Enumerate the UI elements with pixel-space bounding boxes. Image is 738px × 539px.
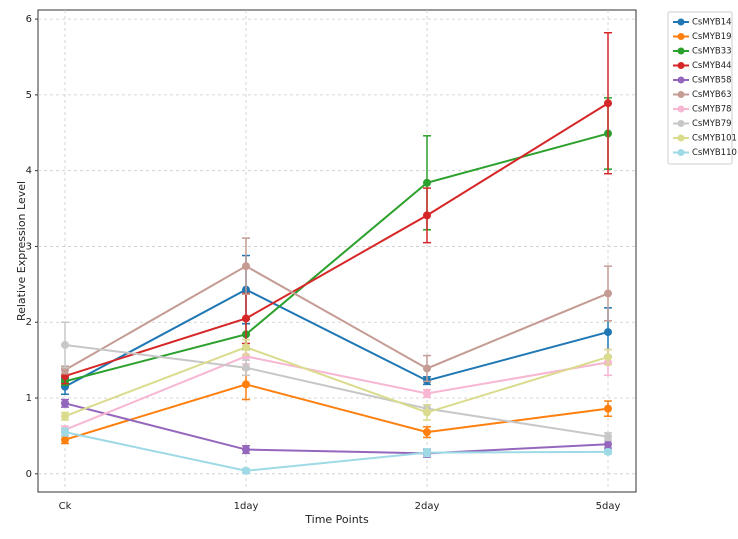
data-point (242, 262, 250, 271)
data-point (242, 466, 250, 475)
data-point (604, 432, 612, 441)
x-tick-label: 2day (415, 501, 440, 512)
y-tick-label: 2 (26, 317, 32, 328)
series-line (64, 102, 609, 377)
data-point (423, 389, 431, 398)
legend-marker (677, 120, 685, 127)
series-line (64, 355, 609, 431)
legend-label: CsMYB33 (692, 47, 732, 57)
legend-marker (677, 91, 685, 98)
data-point (242, 314, 250, 323)
legend-marker (677, 18, 685, 26)
x-tick-label: 5day (596, 501, 621, 512)
data-point (604, 440, 612, 449)
data-point (604, 289, 612, 298)
data-point (423, 448, 431, 457)
legend-marker (677, 134, 685, 142)
plot-frame (37, 9, 637, 493)
series-line (64, 431, 609, 472)
data-point (61, 435, 69, 444)
data-point (242, 445, 250, 454)
data-point (61, 399, 69, 408)
legend-marker (677, 33, 685, 40)
data-point (423, 428, 431, 437)
legend-label: CsMYB101 (692, 134, 737, 144)
data-point (423, 364, 431, 373)
legend-marker (677, 105, 685, 113)
data-point (61, 412, 69, 421)
legend-label: CsMYB110 (692, 148, 737, 158)
data-point (604, 353, 612, 362)
data-point (61, 340, 69, 349)
x-tick-label: Ck (59, 501, 72, 512)
data-point (423, 408, 431, 417)
y-tick-label: 4 (26, 166, 32, 177)
legend-marker (677, 76, 685, 84)
y-tick-label: 5 (26, 90, 32, 101)
legend-label: CsMYB79 (692, 119, 732, 129)
series-line (64, 383, 609, 441)
series-line (64, 346, 609, 418)
series-line (64, 265, 609, 371)
legend-marker (677, 149, 685, 156)
y-tick-label: 0 (26, 469, 32, 480)
legend-label: CsMYB58 (692, 76, 732, 86)
x-tick-label: 1day (234, 501, 259, 512)
series-line (64, 288, 609, 388)
legend-marker (677, 62, 685, 69)
series-line (64, 343, 609, 438)
y-axis-label: Relative Expression Level (15, 181, 28, 321)
legend-label: CsMYB14 (692, 18, 732, 28)
legend-marker (677, 47, 685, 55)
data-point (242, 363, 250, 372)
y-tick-label: 1 (26, 393, 32, 404)
data-point (604, 99, 612, 108)
data-point (604, 328, 612, 337)
data-point (61, 428, 69, 437)
legend-label: CsMYB78 (692, 105, 732, 115)
data-point (423, 211, 431, 220)
y-tick-label: 3 (26, 241, 32, 252)
x-axis-label: Time Points (304, 513, 369, 526)
series-line (64, 402, 609, 455)
data-point (604, 447, 612, 456)
data-point (423, 178, 431, 187)
data-point (242, 380, 250, 389)
legend-label: CsMYB44 (692, 61, 732, 71)
y-tick-label: 6 (26, 14, 32, 25)
legend-label: CsMYB63 (692, 90, 732, 100)
data-point (242, 343, 250, 352)
legend-label: CsMYB19 (692, 32, 732, 42)
data-point (604, 404, 612, 413)
